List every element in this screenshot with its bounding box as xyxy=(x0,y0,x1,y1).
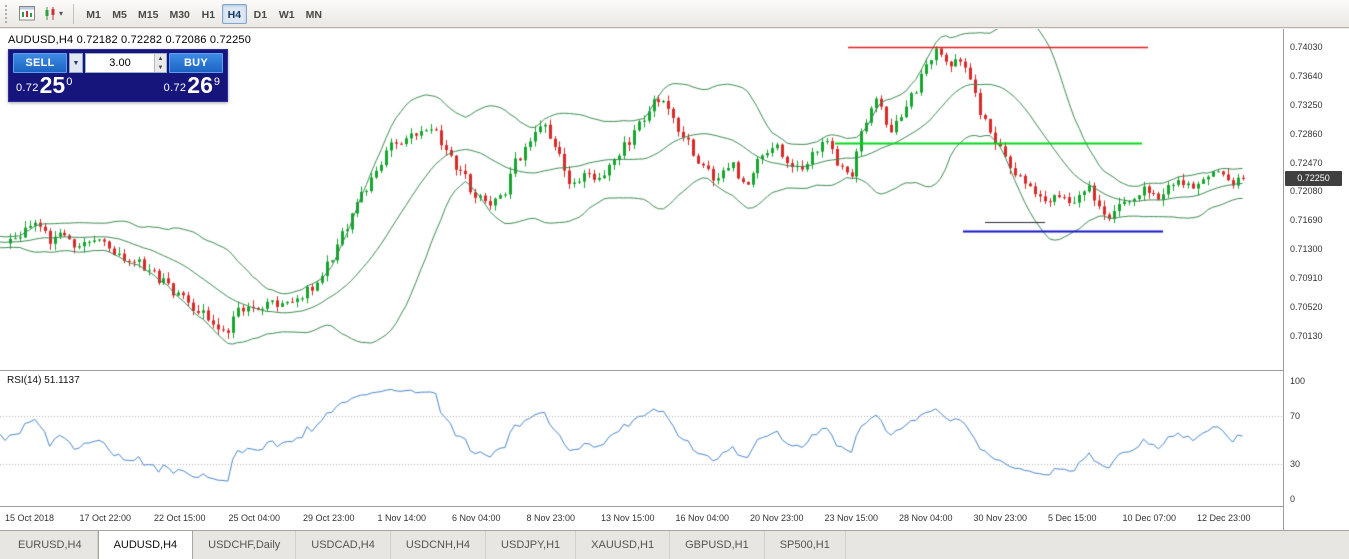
time-axis-label: 30 Nov 23:00 xyxy=(973,513,1028,523)
time-axis-label: 20 Nov 23:00 xyxy=(750,513,804,523)
sell-price-big: 25 xyxy=(39,72,66,98)
rsi-axis-label: 0 xyxy=(1290,494,1296,504)
time-axis-label: 10 Dec 07:00 xyxy=(1122,513,1177,523)
toolbar-separator xyxy=(73,3,75,24)
price-axis-label: 0.70910 xyxy=(1290,273,1323,284)
rsi-indicator-label: RSI(14) 51.1137 xyxy=(7,375,80,386)
chevron-down-icon: ▾ xyxy=(59,8,64,18)
trade-prices-row: 0.72 25 0 0.72 26 9 xyxy=(13,72,223,98)
trade-controls-row: SELL ▼ 3.00 ▲ ▼ BUY xyxy=(13,53,223,73)
buy-price-small: 0.72 xyxy=(163,82,187,94)
one-click-trading-panel: SELL ▼ 3.00 ▲ ▼ BUY 0.72 25 0 xyxy=(8,49,228,102)
time-axis-label: 25 Oct 04:00 xyxy=(228,513,281,523)
buy-button[interactable]: BUY xyxy=(169,53,223,73)
rsi-axis-label: 70 xyxy=(1290,411,1301,422)
tab-usdchf-daily[interactable]: USDCHF,Daily xyxy=(193,531,297,559)
candlestick-chart-icon xyxy=(45,7,55,20)
time-axis-label: 16 Nov 04:00 xyxy=(675,513,730,523)
time-axis-label: 23 Nov 15:00 xyxy=(824,513,879,523)
time-axis-label: 1 Nov 14:00 xyxy=(377,513,427,523)
tab-usdcnh-h4[interactable]: USDCNH,H4 xyxy=(391,531,487,559)
volume-spinner: ▲ ▼ xyxy=(154,54,166,72)
rsi-axis-label: 30 xyxy=(1290,458,1301,469)
price-axis-label: 0.73250 xyxy=(1290,99,1323,110)
current-price-badge: 0.72250 xyxy=(1285,170,1342,186)
price-axis-label: 0.71300 xyxy=(1290,244,1323,255)
time-axis-separator xyxy=(0,506,1349,507)
timeframe-mn[interactable]: MN xyxy=(305,8,322,21)
time-axis-label: 29 Oct 23:00 xyxy=(303,513,355,523)
time-axis[interactable]: 15 Oct 2018 17 Oct 22:00 22 Oct 15:00 25 Oc… xyxy=(0,507,1283,530)
volume-input[interactable]: 3.00 ▲ ▼ xyxy=(85,53,167,73)
price-axis-label: 0.74030 xyxy=(1290,42,1323,52)
price-axis-label: 0.70520 xyxy=(1290,302,1323,313)
volume-value: 3.00 xyxy=(109,57,131,69)
toolbar: ▾ M1 M5 M15 M30 H1 H4 D1 W1 MN xyxy=(0,0,1349,28)
chart-type-dropdown-button[interactable]: ▾ xyxy=(41,3,66,25)
buy-price-big: 26 xyxy=(187,72,213,98)
time-axis-label: 15 Oct 2018 xyxy=(5,513,55,523)
sell-price: 0.72 25 0 xyxy=(16,72,73,98)
price-axis[interactable]: 0.72250 0.74030 0.73640 0.73250 0.72860 0.72… xyxy=(1283,29,1349,530)
tab-gbpusd-h1[interactable]: GBPUSD,H1 xyxy=(670,531,765,559)
tab-sp500-h1[interactable]: SP500,H1 xyxy=(765,531,846,559)
time-axis-label: 6 Nov 04:00 xyxy=(452,513,501,523)
chart-title: AUDUSD,H4 0.72182 0.72282 0.72086 0.7225… xyxy=(8,34,252,46)
timeframe-toolbar: M1 M5 M15 M30 H1 H4 D1 W1 MN xyxy=(81,3,327,24)
rsi-indicator-canvas[interactable] xyxy=(0,371,1283,506)
tab-xauusd-h1[interactable]: XAUUSD,H1 xyxy=(576,531,671,559)
timeframe-m1[interactable]: M1 xyxy=(86,8,101,21)
volume-dropdown-button[interactable]: ▼ xyxy=(69,53,83,73)
rsi-axis-label: 100 xyxy=(1290,376,1306,386)
volume-decrease-button[interactable]: ▼ xyxy=(155,63,166,72)
time-axis-label: 22 Oct 15:00 xyxy=(154,513,206,523)
sell-button[interactable]: SELL xyxy=(13,53,67,73)
symbol-tab-bar: EURUSD,H4 AUDUSD,H4 USDCHF,Daily USDCAD,H4 U… xyxy=(0,530,1349,559)
tab-audusd-h4[interactable]: AUDUSD,H4 xyxy=(97,531,194,559)
time-axis-label: 28 Nov 04:00 xyxy=(899,513,953,523)
timeframe-m5[interactable]: M5 xyxy=(112,8,127,21)
time-axis-label: 5 Dec 15:00 xyxy=(1048,513,1097,523)
timeframe-w1[interactable]: W1 xyxy=(278,8,295,21)
timeframe-h4[interactable]: H4 xyxy=(221,3,247,24)
toolbar-grip[interactable] xyxy=(5,4,10,23)
price-axis-label: 0.73640 xyxy=(1290,70,1323,81)
time-axis-label: 17 Oct 22:00 xyxy=(79,513,132,523)
timeframe-m15[interactable]: M15 xyxy=(138,8,159,21)
timeframe-d1[interactable]: D1 xyxy=(253,8,268,21)
tab-usdcad-h4[interactable]: USDCAD,H4 xyxy=(296,531,391,559)
sell-price-sup: 0 xyxy=(66,76,73,88)
price-axis-label: 0.72080 xyxy=(1290,186,1323,197)
chart-window-icon xyxy=(19,6,35,21)
volume-increase-button[interactable]: ▲ xyxy=(155,54,166,63)
chart-window: AUDUSD,H4 0.72182 0.72282 0.72086 0.7225… xyxy=(0,29,1349,530)
sell-price-small: 0.72 xyxy=(16,82,39,94)
buy-price: 0.72 26 9 xyxy=(163,72,220,98)
tab-eurusd-h4[interactable]: EURUSD,H4 xyxy=(3,531,98,559)
time-axis-label: 8 Nov 23:00 xyxy=(526,513,576,523)
tab-usdjpy-h1[interactable]: USDJPY,H1 xyxy=(486,531,577,559)
timeframe-m30[interactable]: M30 xyxy=(169,8,190,21)
price-axis-label: 0.72860 xyxy=(1290,128,1323,139)
indicator-pane-separator[interactable] xyxy=(0,370,1349,371)
timeframe-h1[interactable]: H1 xyxy=(201,8,216,21)
buy-price-sup: 9 xyxy=(213,76,220,88)
price-axis-label: 0.72470 xyxy=(1290,157,1323,168)
price-axis-label: 0.71690 xyxy=(1290,215,1323,226)
price-axis-label: 0.70130 xyxy=(1290,330,1323,341)
time-axis-label: 13 Nov 15:00 xyxy=(601,513,655,523)
chart-window-button[interactable] xyxy=(15,3,39,25)
time-axis-label: 12 Dec 23:00 xyxy=(1197,513,1251,523)
